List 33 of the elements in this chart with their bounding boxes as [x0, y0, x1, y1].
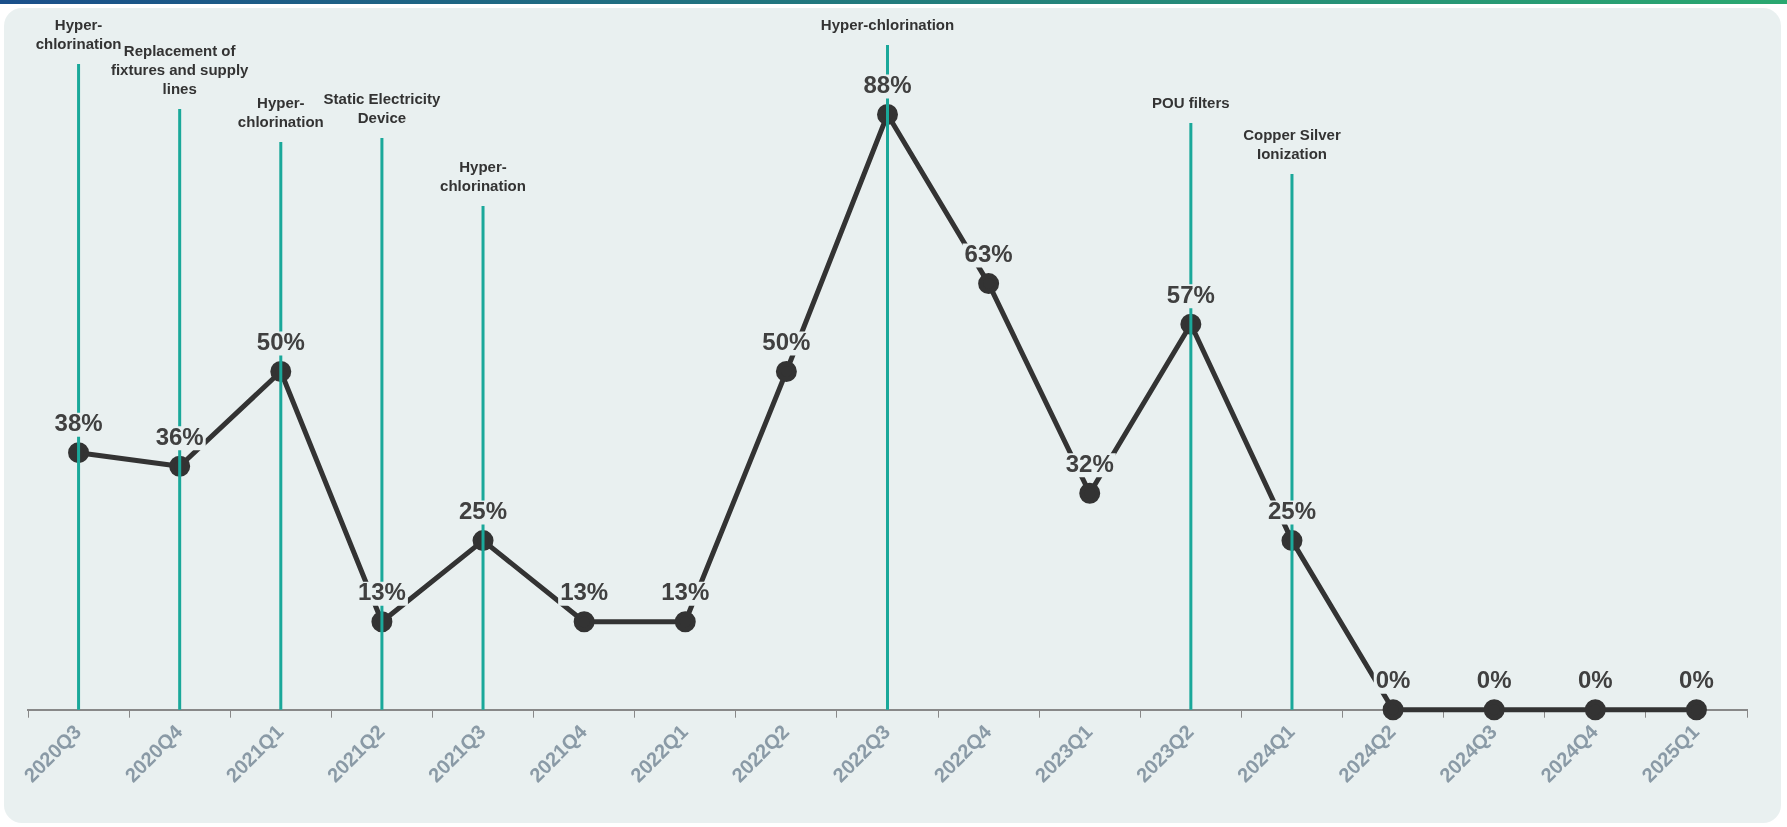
data-label: 63% [964, 240, 1013, 268]
ref-line-label: Hyper-chlorination [440, 157, 526, 194]
data-label: 38% [54, 409, 103, 437]
data-label: 25% [459, 497, 508, 525]
data-label: 32% [1065, 449, 1114, 477]
data-label: 0% [1476, 666, 1512, 694]
data-label: 50% [256, 328, 305, 356]
ref-line-label: Hyper-chlorination [35, 15, 122, 52]
point [1685, 699, 1707, 721]
point [775, 361, 797, 383]
data-label: 88% [863, 71, 912, 99]
point [1584, 699, 1606, 721]
data-label: 13% [560, 578, 609, 606]
data-label: 57% [1166, 280, 1215, 308]
point [1483, 699, 1505, 721]
data-label: 0% [1679, 666, 1714, 694]
data-label: 0% [1577, 666, 1613, 694]
data-label: 25% [1267, 497, 1316, 525]
ref-line-label: Copper Silver Ionization [1243, 125, 1341, 162]
data-label: 0% [1375, 666, 1411, 694]
data-label: 50% [762, 328, 811, 356]
data-label: 13% [661, 578, 710, 606]
data-label: 36% [155, 422, 204, 450]
ref-line-label: Hyper-chlorination [820, 15, 955, 33]
point [1382, 699, 1404, 721]
ref-line-label: POU filters [1152, 93, 1230, 111]
data-label: 13% [357, 578, 406, 606]
ref-line-label: Static Electricity Device [323, 89, 441, 126]
point [1079, 482, 1101, 504]
point [573, 611, 595, 633]
point [674, 611, 696, 633]
ref-line-label: Hyper-chlorination [237, 93, 324, 130]
point [978, 273, 1000, 295]
